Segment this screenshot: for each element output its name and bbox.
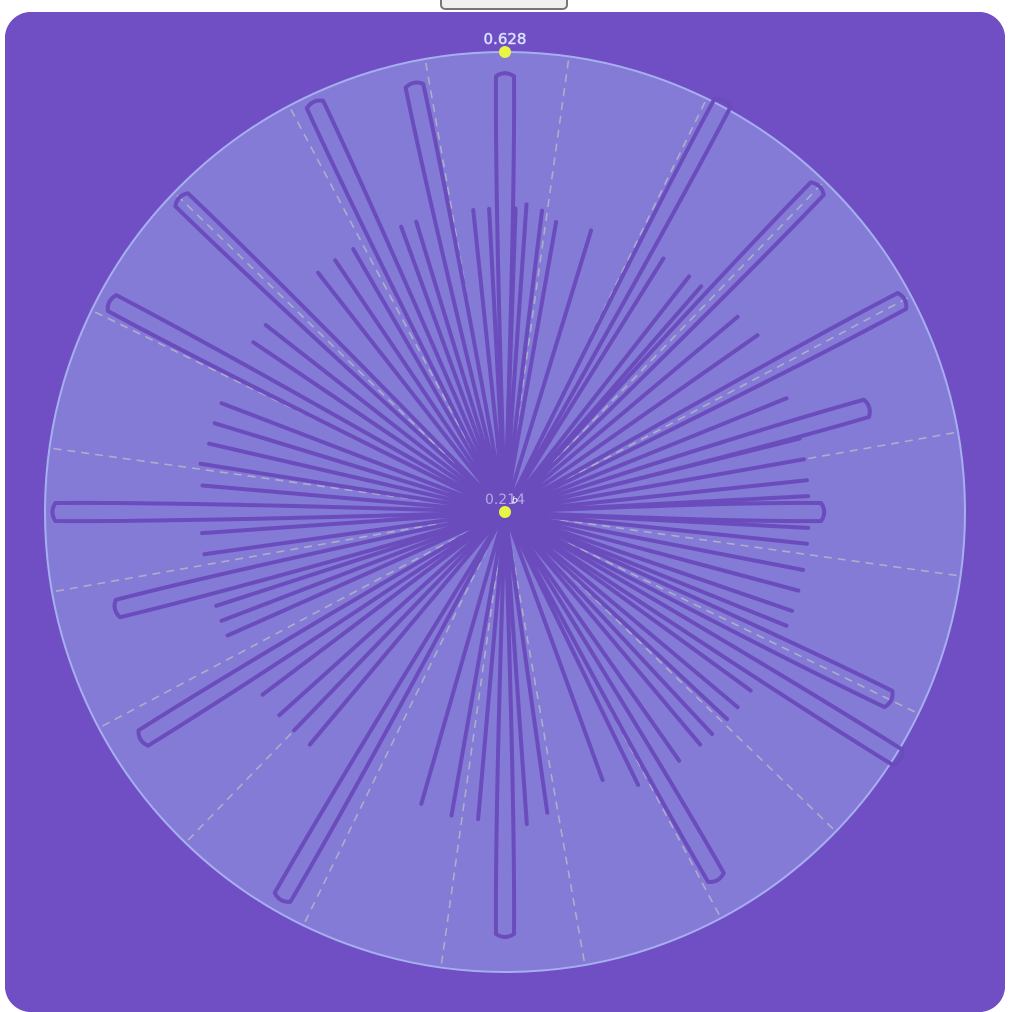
center-mark-label: b	[512, 496, 518, 506]
top-value-label: 0.628	[484, 30, 527, 48]
diagram-panel: 0.628 0.214 b	[5, 12, 1005, 1012]
rose-diagram: 0.628 0.214 b	[5, 12, 1005, 1012]
top-tab-handle[interactable]	[440, 0, 568, 10]
center-value-label: 0.214	[485, 492, 525, 508]
